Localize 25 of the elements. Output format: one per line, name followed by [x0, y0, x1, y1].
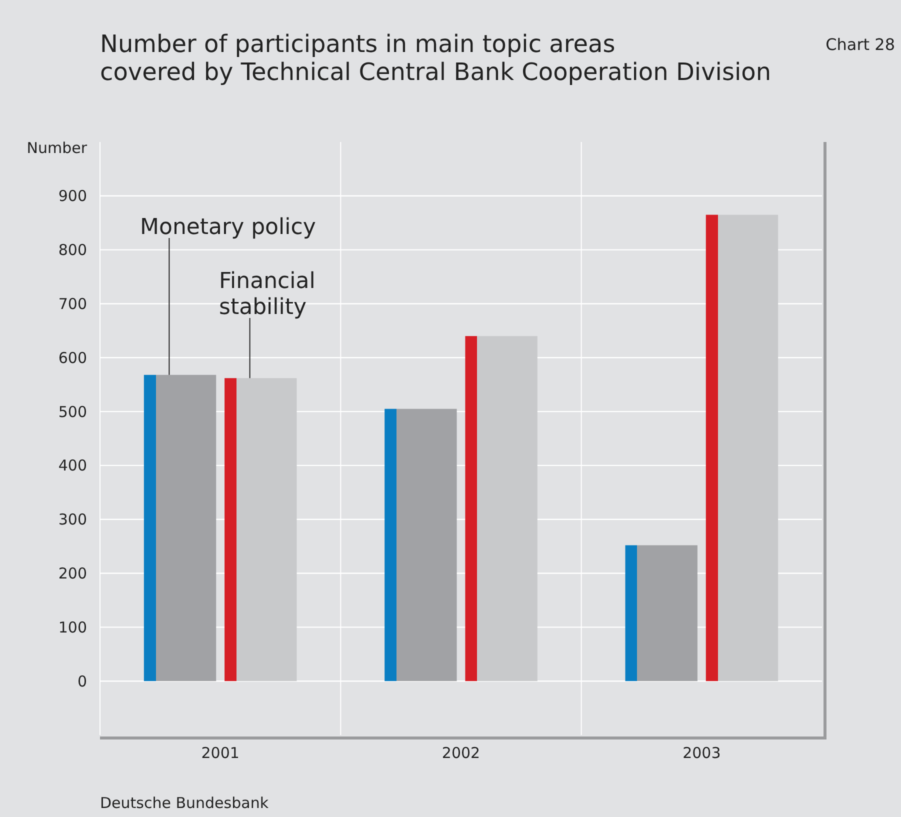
text: Deutsche Bundesbank — [100, 794, 269, 812]
x-tick-label: 2003 — [682, 744, 721, 762]
y-tick-label: 200 — [58, 564, 87, 583]
y-tick-label: 800 — [58, 241, 87, 260]
bar — [384, 408, 457, 682]
y-tick-label: 400 — [58, 456, 87, 475]
y-tick-label: 500 — [58, 402, 87, 421]
y-tick-label: 300 — [58, 510, 87, 529]
bar — [706, 214, 778, 682]
text: Monetary policy — [140, 215, 316, 240]
text: Financial stability — [219, 269, 316, 320]
y-tick-label: 600 — [58, 348, 87, 367]
x-tick-label: 2002 — [442, 744, 480, 762]
bar — [144, 374, 216, 682]
caption: Chart 28 — [826, 35, 895, 54]
bar — [224, 378, 297, 682]
y-tick-label: 100 — [58, 618, 87, 636]
bar — [465, 336, 538, 682]
y-tick-label: 900 — [58, 187, 87, 206]
x-tick-label: 2001 — [201, 744, 240, 762]
bar — [625, 545, 698, 682]
y-tick-label: 0 — [77, 672, 87, 690]
y-axis-title: Number — [26, 139, 88, 157]
y-tick-label: 700 — [58, 294, 87, 313]
chart-title: Number of participants in main topic areas covered by Technical Central Bank Cooperation Division — [100, 30, 772, 86]
